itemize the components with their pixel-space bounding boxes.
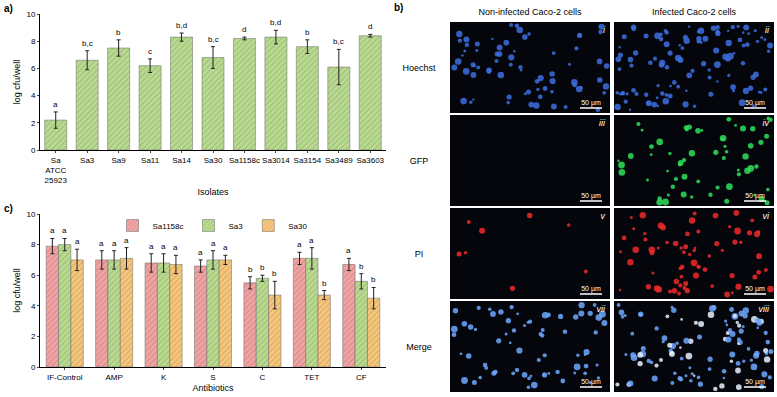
svg-text:i: i [603, 25, 606, 35]
svg-text:Antibiotics: Antibiotics [192, 383, 234, 393]
svg-text:PI: PI [415, 249, 424, 259]
svg-text:a: a [346, 246, 351, 255]
svg-text:b: b [248, 265, 253, 274]
svg-text:a: a [75, 237, 80, 246]
svg-text:50 µm: 50 µm [745, 285, 765, 293]
svg-text:50 µm: 50 µm [745, 99, 765, 107]
svg-text:GFP: GFP [410, 156, 429, 166]
svg-text:a: a [50, 226, 55, 235]
svg-text:Sa1158c: Sa1158c [229, 156, 260, 165]
svg-text:a: a [211, 239, 216, 248]
svg-text:b: b [322, 279, 327, 288]
svg-text:a: a [161, 242, 166, 251]
svg-text:10: 10 [26, 210, 35, 219]
svg-text:Merge: Merge [406, 342, 432, 352]
svg-text:vi: vi [763, 211, 771, 221]
svg-text:50 µm: 50 µm [745, 378, 765, 386]
svg-text:a: a [99, 239, 104, 248]
svg-text:Sa3603: Sa3603 [356, 156, 384, 165]
svg-text:Sa3489: Sa3489 [325, 156, 353, 165]
svg-text:a: a [223, 243, 228, 252]
svg-text:Sa30: Sa30 [288, 222, 307, 231]
svg-text:6: 6 [31, 271, 36, 280]
svg-text:ii: ii [765, 25, 770, 35]
svg-text:K: K [161, 373, 167, 382]
svg-text:Sa9: Sa9 [112, 156, 127, 165]
svg-text:b,d: b,d [270, 18, 281, 27]
svg-text:b: b [305, 28, 310, 37]
svg-text:viii: viii [759, 304, 770, 314]
svg-text:a: a [124, 236, 129, 245]
svg-text:Sa3: Sa3 [80, 156, 95, 165]
svg-text:Sa14: Sa14 [172, 156, 191, 165]
svg-text:Sa3154: Sa3154 [294, 156, 322, 165]
svg-text:a: a [309, 236, 314, 245]
svg-text:a: a [112, 239, 117, 248]
svg-text:a): a) [4, 3, 13, 14]
svg-text:6: 6 [31, 64, 36, 73]
svg-text:4: 4 [31, 302, 36, 311]
svg-text:0: 0 [31, 363, 36, 372]
svg-text:50 µm: 50 µm [745, 192, 765, 200]
svg-text:vii: vii [597, 304, 606, 314]
svg-text:Isolates: Isolates [197, 187, 229, 197]
svg-text:log cfu/well: log cfu/well [12, 268, 22, 313]
svg-text:2: 2 [31, 332, 36, 341]
svg-text:iii: iii [599, 118, 606, 128]
svg-text:C: C [260, 373, 266, 382]
svg-text:10: 10 [26, 10, 35, 19]
svg-text:Sa30: Sa30 [204, 156, 223, 165]
svg-text:SaATCC25923: SaATCC25923 [45, 156, 68, 186]
svg-text:b,d: b,d [176, 21, 187, 30]
svg-text:a: a [62, 226, 67, 235]
svg-text:c): c) [4, 203, 13, 214]
svg-text:v: v [601, 211, 606, 221]
svg-text:Sa3014: Sa3014 [262, 156, 290, 165]
svg-text:4: 4 [31, 91, 36, 100]
svg-text:50 µm: 50 µm [581, 378, 601, 386]
svg-text:TET: TET [304, 373, 319, 382]
svg-text:a: a [53, 100, 58, 109]
svg-text:b: b [272, 269, 277, 278]
svg-text:Sa1158c: Sa1158c [153, 222, 184, 231]
svg-text:2: 2 [31, 119, 36, 128]
svg-text:d: d [368, 22, 372, 31]
svg-text:CF: CF [356, 373, 367, 382]
svg-text:d: d [242, 25, 246, 34]
svg-text:8: 8 [31, 37, 36, 46]
svg-text:50 µm: 50 µm [581, 192, 601, 200]
svg-text:Hoechst: Hoechst [402, 63, 436, 73]
svg-text:b,c: b,c [333, 37, 344, 46]
svg-text:Sa3: Sa3 [229, 222, 244, 231]
svg-text:50 µm: 50 µm [581, 99, 601, 107]
svg-text:c: c [148, 47, 152, 56]
svg-text:Infected Caco-2 cells: Infected Caco-2 cells [652, 7, 737, 17]
svg-text:a: a [198, 248, 203, 257]
svg-text:a: a [149, 242, 154, 251]
svg-text:b): b) [394, 2, 403, 13]
svg-text:Non-infected Caco-2 cells: Non-infected Caco-2 cells [478, 7, 582, 17]
svg-text:b,c: b,c [208, 35, 219, 44]
svg-text:b: b [260, 263, 265, 272]
svg-text:b: b [116, 28, 121, 37]
svg-text:b,c: b,c [82, 39, 93, 48]
svg-text:log cfu/well: log cfu/well [12, 60, 22, 105]
svg-text:b: b [371, 275, 376, 284]
svg-text:a: a [173, 243, 178, 252]
svg-text:Sa11: Sa11 [141, 156, 160, 165]
svg-text:AMP: AMP [105, 373, 122, 382]
svg-text:0: 0 [31, 146, 36, 155]
svg-text:b: b [359, 262, 364, 271]
svg-text:S: S [210, 373, 215, 382]
svg-text:8: 8 [31, 240, 36, 249]
svg-text:50 µm: 50 µm [581, 285, 601, 293]
svg-text:IF-Control: IF-Control [47, 373, 83, 382]
svg-text:a: a [297, 240, 302, 249]
svg-text:iv: iv [763, 118, 770, 128]
